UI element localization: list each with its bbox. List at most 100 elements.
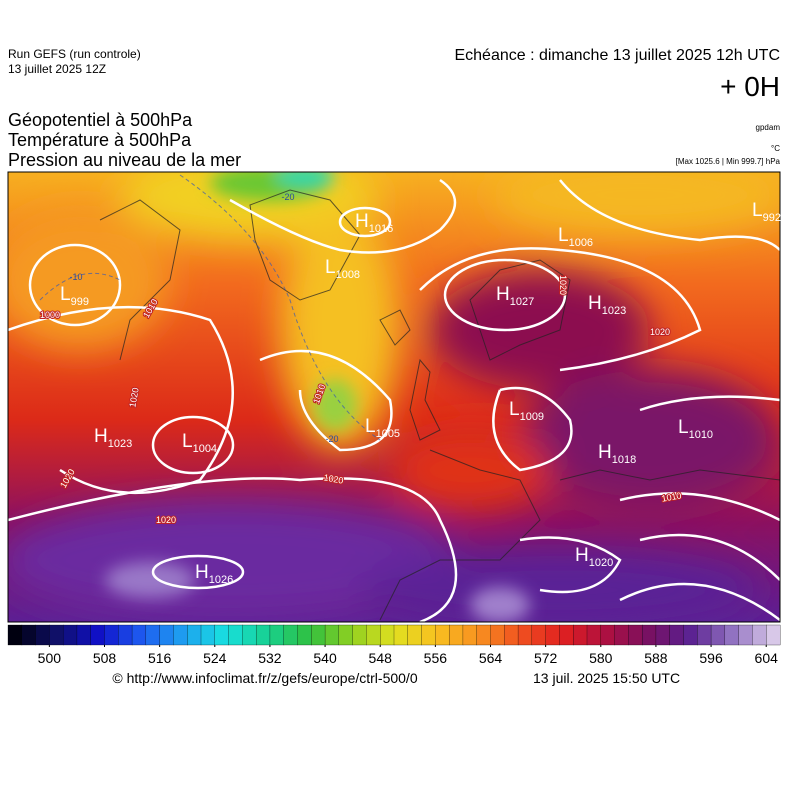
center-value: 1016 [369,223,393,235]
colorbar-cell [90,624,105,646]
colorbar-cell [559,624,574,646]
timestamp: 13 juil. 2025 15:50 UTC [533,670,680,686]
colorbar-cell [393,624,409,646]
center-value: 1023 [602,305,626,317]
center-type: L [60,284,71,305]
colorbar-tick-label: 596 [699,650,723,666]
colorbar-cell [200,624,216,646]
center-type: L [182,431,193,452]
colorbar-cell [173,624,188,646]
lead-time: + 0H [720,71,780,102]
colorbar-tick-label: 508 [93,650,117,666]
isobar-label: 1020 [127,387,140,408]
colorbar-cell [655,624,671,646]
center-value: 1023 [108,438,132,450]
isotherm-label: -10 [69,272,82,282]
center-type: H [195,562,209,583]
colorbar-tick-label: 572 [534,650,558,666]
center-type: L [325,257,336,278]
colorbar: 500 508 516 524 532 540 548 556 564 572 580 588 596 6… [7,624,781,666]
colorbar-tick-label: 532 [258,650,282,666]
title: Température à 500hPa [8,130,192,150]
center-value: 1004 [193,443,217,455]
pressure-center: L1008 [325,257,360,281]
pressure-center: H1027 [496,284,534,308]
pressure-center: H1018 [598,442,636,466]
colorbar-tick-label: 500 [38,650,62,666]
center-value: 1020 [589,557,613,569]
colorbar-cell [228,624,243,646]
colorbar-cell [738,624,753,646]
center-type: L [365,416,376,437]
title: Géopotentiel à 500hPa [8,110,193,130]
colorbar-cell [683,624,698,646]
pressure-center: H1016 [355,211,393,235]
colorbar-cell [21,624,37,646]
isotherm-label: -20 [325,434,338,444]
colorbar-cell [131,624,147,646]
run-label: Run GEFS (run controle) [8,47,141,61]
colorbar-cell [697,624,712,646]
colorbar-cell [586,624,602,646]
colorbar-cell [255,624,271,646]
colorbar-tick-label: 524 [203,650,227,666]
center-type: H [588,293,602,314]
center-value: 1005 [376,428,400,440]
pressure-center: H1026 [195,562,233,586]
pressure-center: H1023 [588,293,626,317]
center-value: 999 [71,296,89,308]
colorbar-cell [628,624,643,646]
colorbar-cell [435,624,450,646]
colorbar-tick-label: 516 [148,650,172,666]
center-value: 1008 [336,269,360,281]
center-value: 1018 [612,454,636,466]
colorbar-cell [421,624,436,646]
colorbar-cell [641,624,657,646]
colorbar-cell [62,624,78,646]
pressure-center: H1023 [94,426,132,450]
title: Pression au niveau de la mer [8,150,241,170]
pressure-center: L1010 [678,417,713,441]
pressure-center: L1006 [558,225,593,249]
center-value: 1027 [510,296,534,308]
colorbar-cell [517,624,533,646]
colorbar-cell [380,624,395,646]
colorbar-tick-label: 588 [644,650,668,666]
center-type: L [752,200,763,221]
center-type: H [94,426,108,447]
isotherm-label: -20 [281,192,294,202]
unit-label: [Max 1025.6 | Min 999.7] hPa [676,157,781,166]
colorbar-cell [311,624,326,646]
colorbar-cell [766,624,781,646]
map-frame [7,171,781,623]
colorbar-cell [35,624,50,646]
colorbar-cell [159,624,174,646]
colorbar-cell [187,624,202,646]
center-value: 992 [763,212,781,224]
colorbar-cell [724,624,740,646]
colorbar-cell [104,624,119,646]
colorbar-tick-label: 580 [589,650,613,666]
colorbar-cell [490,624,505,646]
pressure-center: H1020 [575,545,613,569]
isobar-label: 1020 [156,515,176,525]
center-type: H [496,284,510,305]
colorbar-cell [448,624,464,646]
isobar-label: 1020 [323,472,344,485]
center-value: 1010 [689,429,713,441]
colorbar-cell [283,624,298,646]
center-value: 1026 [209,574,233,586]
colorbar-cell [145,624,161,646]
colorbar-cell [214,624,230,646]
colorbar-cell [573,624,588,646]
isobar-label: 1010 [661,490,682,503]
colorbar-cell [476,624,491,646]
unit-label: gpdam [756,123,781,132]
colorbar-cell [49,624,64,646]
colorbar-cell [600,624,616,646]
colorbar-tick-label: 548 [369,650,393,666]
pressure-center: L1009 [509,399,544,423]
